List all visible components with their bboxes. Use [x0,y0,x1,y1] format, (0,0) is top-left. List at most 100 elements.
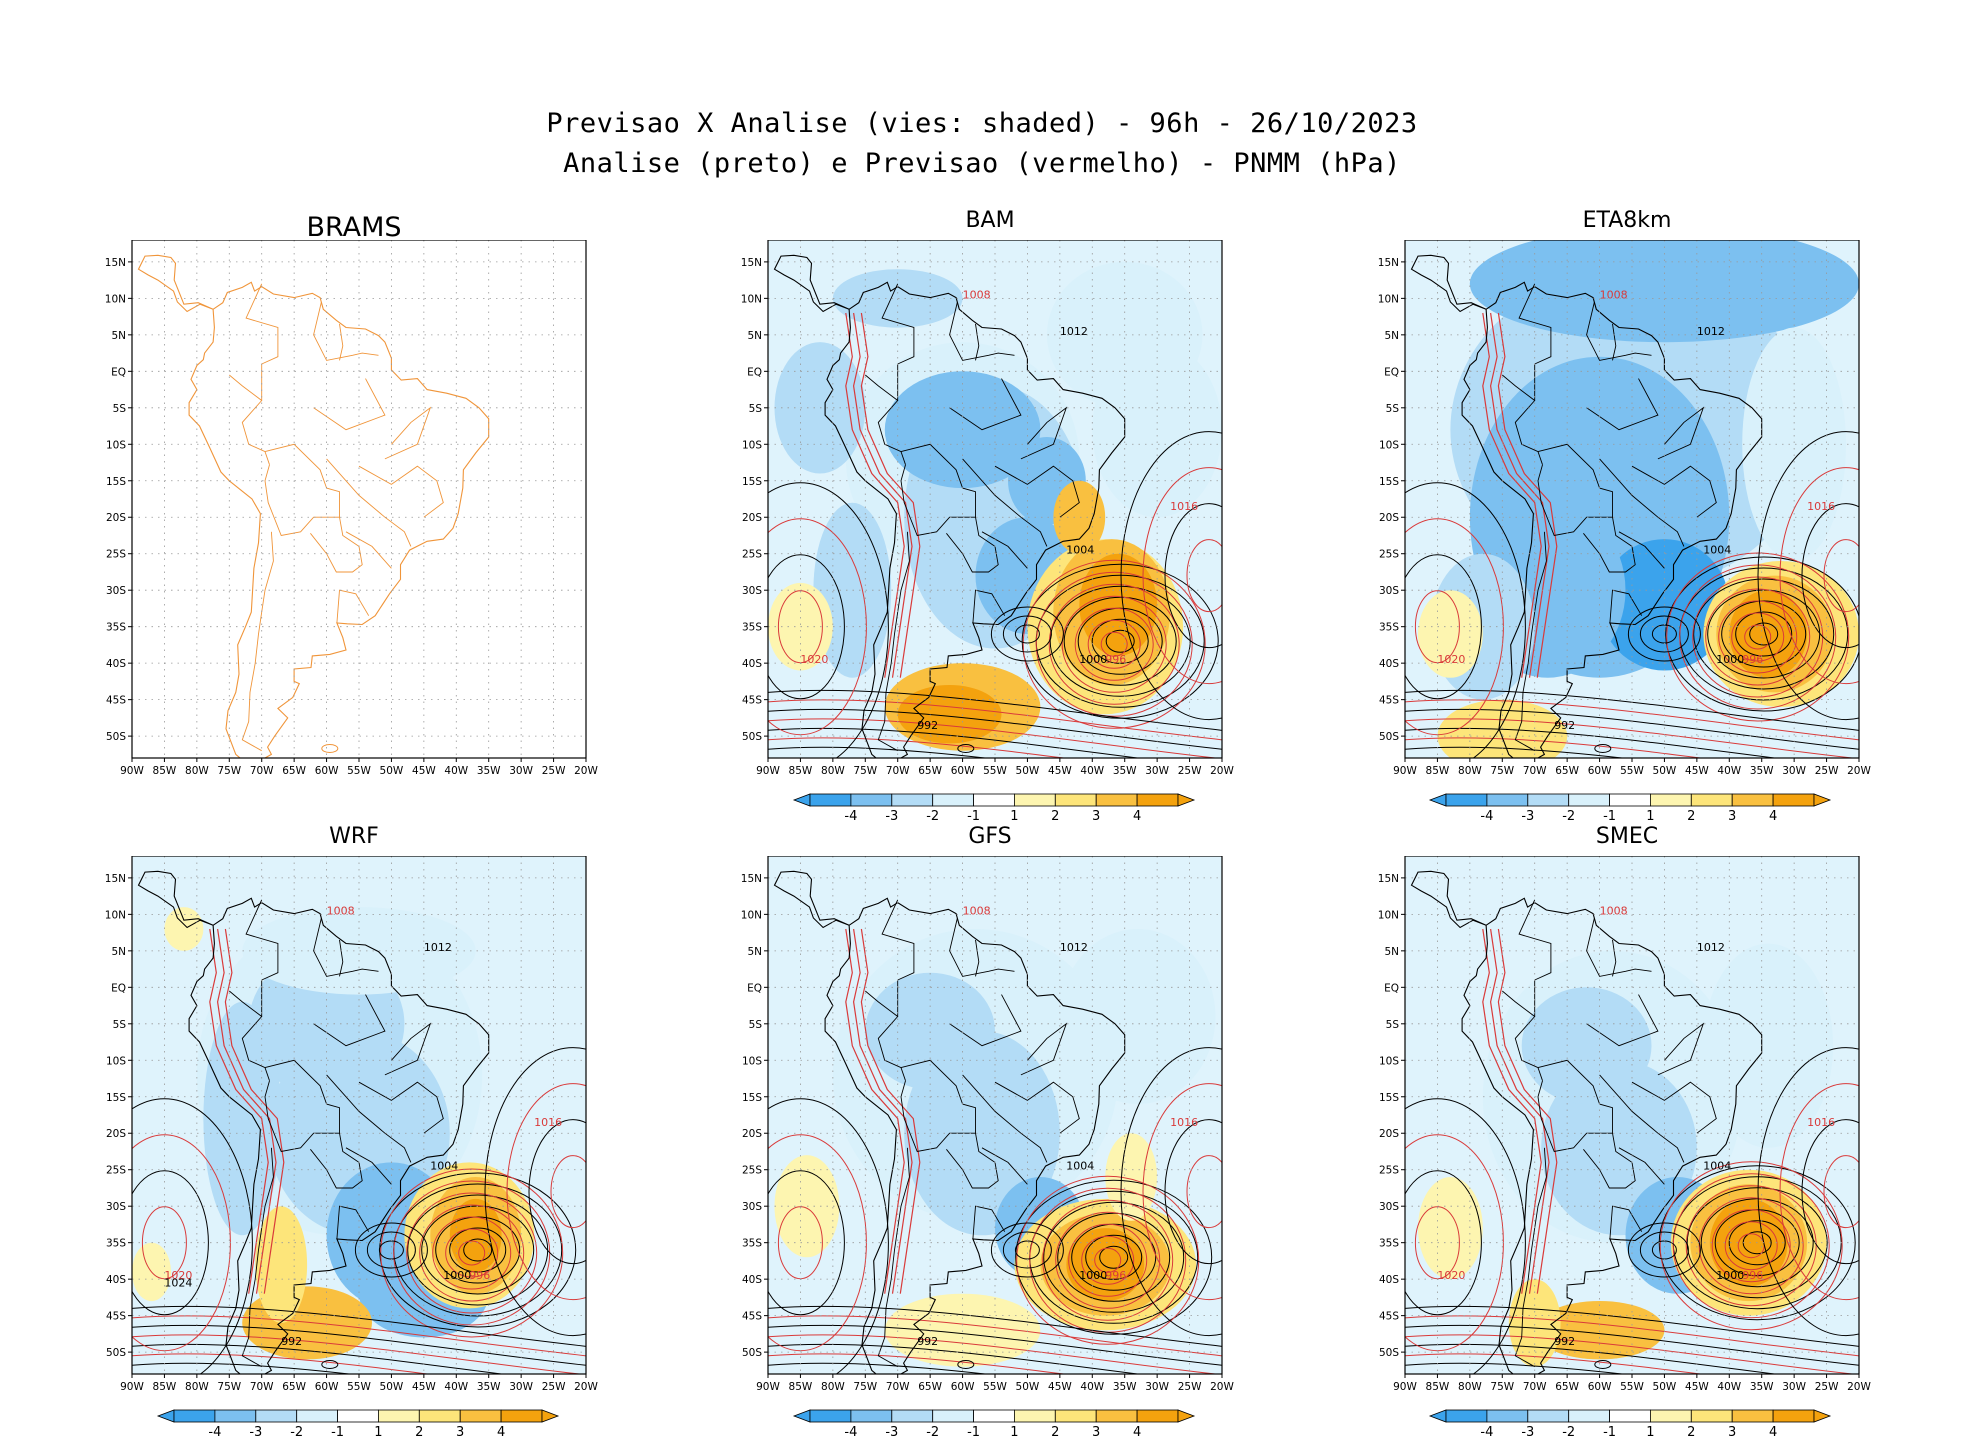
bias-shade-pos3 [1053,480,1106,554]
lat-tick-label: EQ [747,982,762,994]
zonal-isobar [1405,708,1859,750]
country-border [1599,1074,1685,1163]
colorbar-swatch-pos1 [1013,1409,1056,1423]
andes-forecast-contour [1489,312,1550,678]
lat-tick-label: 15N [741,873,762,885]
high-isobar [1186,1155,1222,1229]
lon-tick-label: 60W [1588,1381,1612,1393]
isobar-label: 992 [1554,719,1575,732]
forecast-isobar [1705,588,1811,686]
bias-shade-pos1 [884,1293,1041,1367]
zonal-isobar [1405,737,1705,758]
country-border [1514,1147,1547,1368]
high-isobar [1823,539,1859,613]
andes-forecast-contour [1497,928,1558,1294]
analysis-isobar [1015,1179,1213,1335]
lat-tick-label: 10S [1379,1055,1399,1067]
lon-tick-label: 55W [983,1381,1007,1393]
analysis-isobar [1627,1222,1701,1278]
lat-tick-label: 5N [111,946,126,958]
lon-tick-label: 75W [217,1381,241,1393]
colorbar-arrow-left [1428,1409,1447,1423]
lon-tick-label: 40W [444,765,468,777]
lon-tick-label: 50W [380,765,404,777]
zonal-isobar [132,1324,586,1366]
panel-label-wrf: WRF [329,824,379,849]
country-border [1586,378,1659,431]
forecast-isobar [1724,1221,1778,1271]
high-isobar [528,1119,586,1265]
isobar-label: 1000 [1079,1269,1107,1282]
country-border [310,517,363,573]
colorbar-arrow-right [1177,1409,1196,1423]
lon-tick-label: 35W [1113,1381,1137,1393]
andes-forecast-contour [845,928,905,1294]
isobar-label: 1008 [1600,904,1628,917]
lon-tick-label: 55W [347,765,371,777]
country-border [336,589,370,624]
country-border [358,465,444,518]
high-isobar [1142,1083,1222,1301]
colorbar-tick-label: 3 [1092,809,1100,824]
colorbar-swatch-pos3 [459,1409,502,1423]
lat-tick-label: 5S [749,403,763,415]
forecast-isobar [1081,1235,1135,1285]
colorbar-tick-label: -3 [885,809,898,824]
colorbar-tick-label: 2 [415,1425,423,1436]
lon-tick-label: 60W [951,765,975,777]
high-isobar [1757,431,1859,721]
lat-tick-label: 15N [105,873,126,885]
forecast-isobar [1100,631,1128,657]
lon-tick-label: 40W [1080,1381,1104,1393]
high-isobar [768,1098,889,1374]
lat-tick-label: 40S [742,1274,762,1286]
bias-shade-pos2 [255,1206,308,1323]
panel-label-brams: BRAMS [306,212,402,243]
lat-tick-label: EQ [1384,982,1399,994]
falklands-outline [957,744,975,753]
isobar-label: 1016 [534,1116,562,1129]
south-america-coastline [137,254,490,758]
country-border [339,323,344,361]
zonal-isobar [132,1334,584,1374]
colorbar-smec: -4 -3 -2 -1 1 2 3 4 [1428,1409,1832,1436]
analysis-isobar [1686,1187,1828,1299]
zonal-isobar [1405,1315,1859,1357]
colorbar-swatch-zero [1609,1409,1651,1423]
country-border [900,1059,976,1153]
andes-forecast-contour [224,928,285,1294]
lat-tick-label: 50S [106,731,126,743]
isobar-label: 1000 [1716,1269,1744,1282]
lon-tick-label: 45W [412,765,436,777]
lat-tick-label: 25S [106,1165,126,1177]
colorbar-tick-label: 4 [1769,809,1777,824]
lon-tick-label: 75W [1490,765,1514,777]
isobar-label: 1012 [424,941,452,954]
lon-tick-label: 75W [853,1381,877,1393]
forecast-isobar [1672,1173,1830,1319]
lon-tick-label: 25W [1815,765,1839,777]
lon-tick-label: 25W [542,1381,566,1393]
colorbar-tick-label: 2 [1687,1425,1695,1436]
colorbar-swatch-pos3 [1095,793,1138,807]
forecast-isobar [445,1228,499,1278]
colorbar-tick-label: 1 [1010,1425,1018,1436]
high-isobar [768,482,889,758]
colorbar-swatch-pos2 [418,1409,461,1423]
forecast-isobar [406,1192,538,1314]
zonal-isobar [1405,689,1859,731]
country-border [1583,517,1636,573]
lat-tick-label: 20S [106,1128,126,1140]
country-border [1631,465,1717,518]
colorbar-tick-label: -2 [290,1425,303,1436]
isobar-label: 996 [1742,653,1763,666]
bias-shade-neg1 [1059,929,1216,1104]
forecast-isobar [1074,607,1154,681]
colorbar-swatch-neg4 [173,1409,216,1423]
lon-tick-label: 50W [380,1381,404,1393]
falklands-outline [1594,744,1612,753]
lon-tick-label: 70W [250,765,274,777]
colorbar-tick-label: -1 [1603,809,1616,824]
